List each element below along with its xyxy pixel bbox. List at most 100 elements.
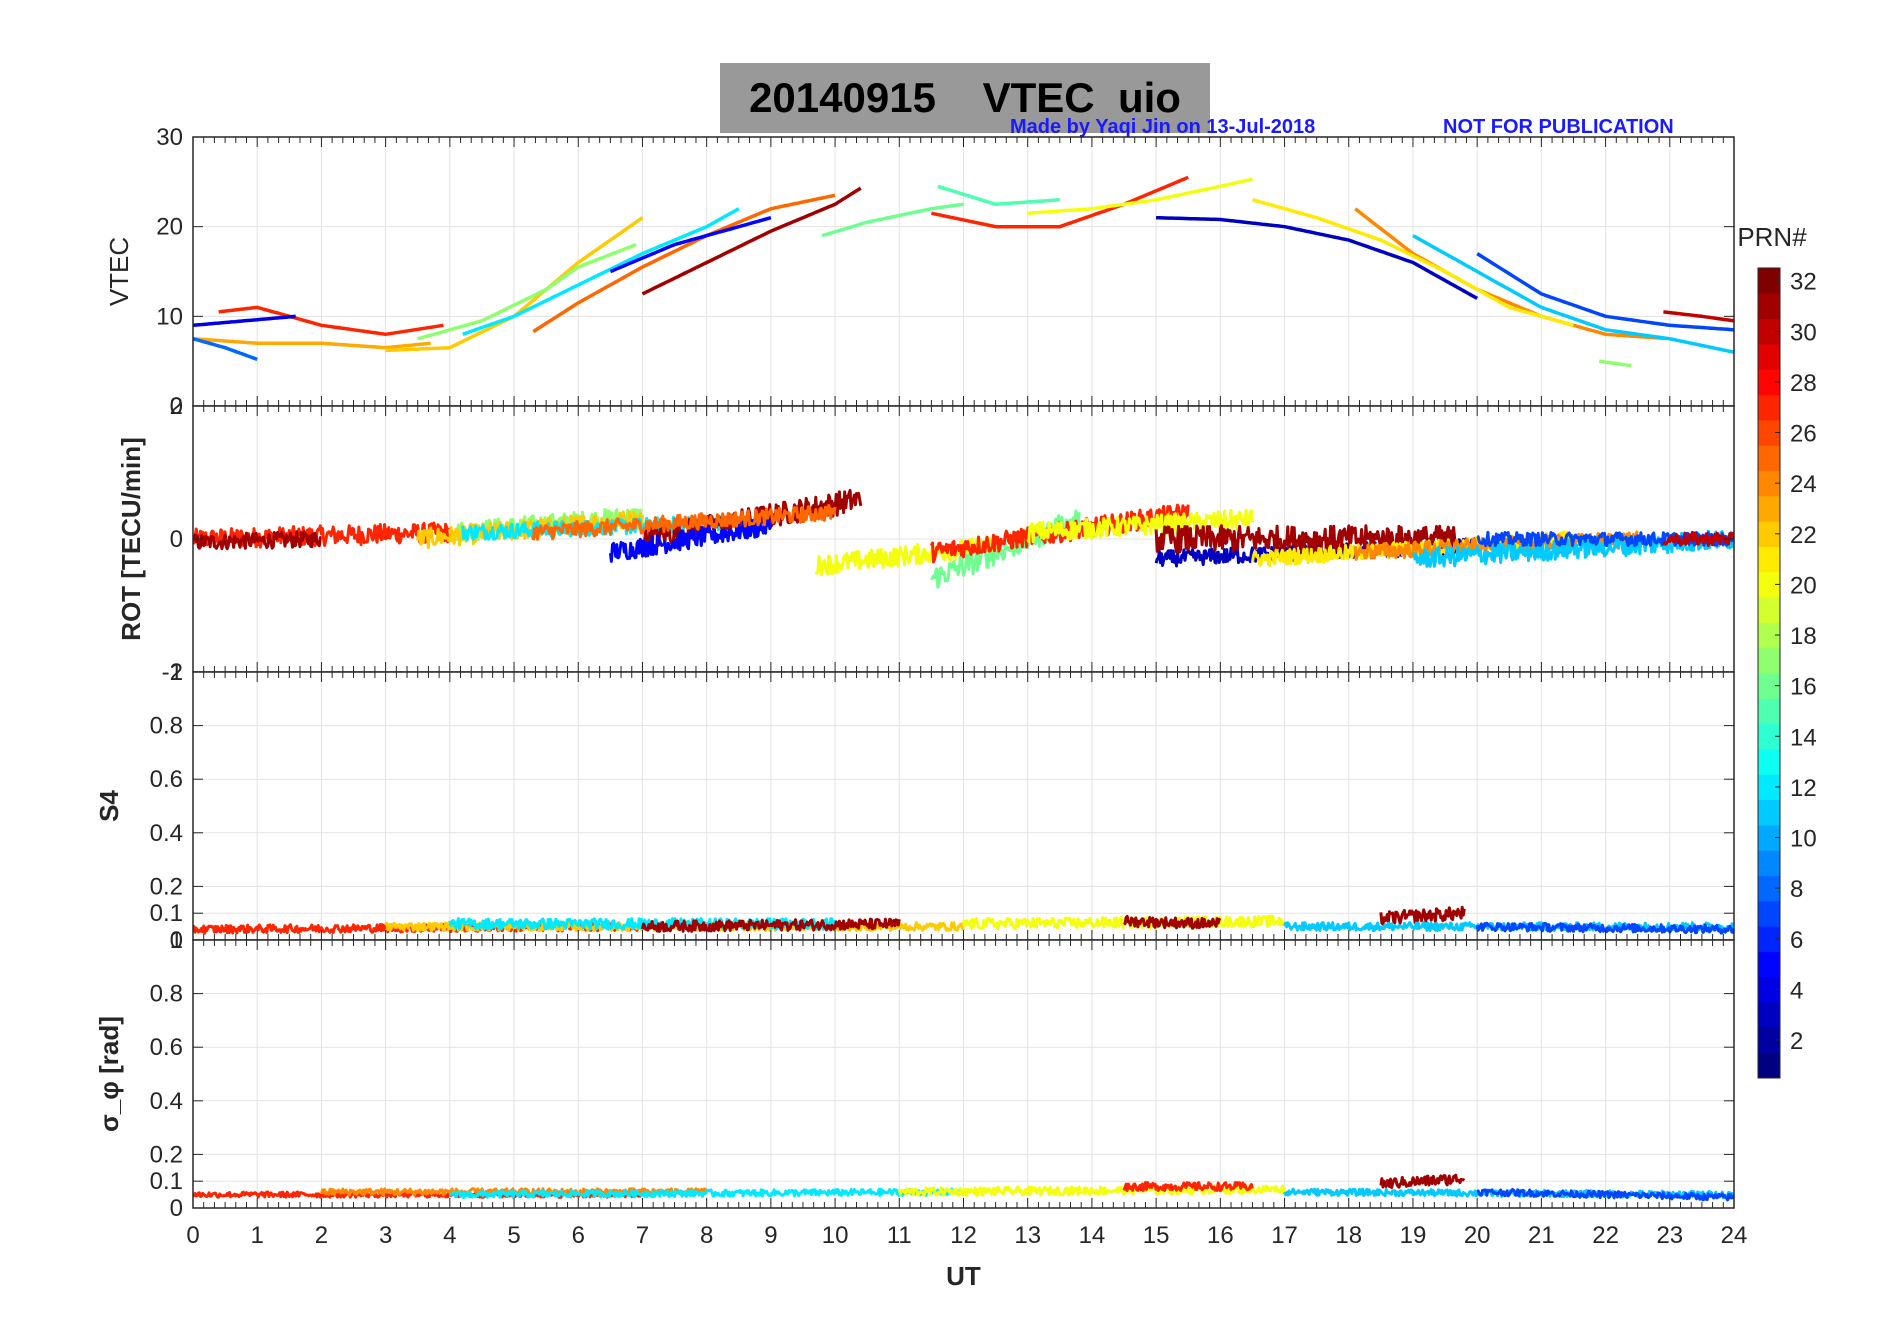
y-axis-label-sigma_phi: σ_φ [rad] bbox=[94, 1016, 124, 1132]
y-tick-label: 0.8 bbox=[150, 981, 183, 1008]
y-tick-label: 0.4 bbox=[150, 1088, 183, 1115]
colorbar-tick-label: 4 bbox=[1790, 977, 1803, 1004]
x-tick-label: 3 bbox=[379, 1222, 392, 1249]
y-tick-label: 0.1 bbox=[150, 1168, 183, 1195]
y-tick-label: 30 bbox=[156, 124, 183, 151]
series-line-prn-31 bbox=[1379, 905, 1466, 926]
x-tick-label: 23 bbox=[1656, 1222, 1683, 1249]
series-group bbox=[193, 175, 1734, 368]
x-tick-label: 16 bbox=[1207, 1222, 1234, 1249]
x-tick-label: 14 bbox=[1079, 1222, 1106, 1249]
series-line-prn-25 bbox=[532, 193, 836, 334]
colorbar-tick-label: 2 bbox=[1790, 1028, 1803, 1055]
colorbar-segment bbox=[1758, 774, 1780, 801]
x-tick-label: 13 bbox=[1014, 1222, 1041, 1249]
x-tick-label: 11 bbox=[887, 1222, 912, 1249]
colorbar-segment bbox=[1758, 318, 1780, 345]
panel-sigma_phi: 00.10.20.40.60.81σ_φ [rad] bbox=[94, 927, 1735, 1222]
series-line-prn-23 bbox=[193, 337, 431, 350]
colorbar-segment bbox=[1758, 470, 1780, 497]
y-tick-label: 1 bbox=[170, 927, 183, 954]
colorbar-segment bbox=[1758, 419, 1780, 446]
colorbar-segment bbox=[1758, 546, 1780, 573]
y-tick-label: -2 bbox=[162, 659, 183, 686]
series-line-prn-27 bbox=[218, 305, 444, 337]
x-axis-label: UT bbox=[946, 1261, 981, 1291]
x-tick-label: 5 bbox=[507, 1222, 520, 1249]
colorbar-segment bbox=[1758, 597, 1780, 623]
series-line-prn-7 bbox=[1475, 921, 1734, 935]
series-line-prn-15 bbox=[937, 184, 1060, 207]
colorbar-segment bbox=[1758, 1052, 1780, 1079]
made-by-note: Made by Yaqi Jin on 13-Jul-2018 bbox=[1010, 116, 1316, 138]
x-tick-label: 24 bbox=[1721, 1222, 1748, 1249]
x-tick-label: 12 bbox=[950, 1222, 977, 1249]
colorbar-segment bbox=[1758, 622, 1780, 649]
colorbar-segment bbox=[1758, 647, 1780, 674]
x-tick-label: 9 bbox=[764, 1222, 777, 1249]
series-line-prn-5 bbox=[609, 216, 772, 274]
panel-vtec: 10 20 30 0 VTEC bbox=[104, 124, 1735, 420]
series-line-prn-25 bbox=[531, 503, 837, 541]
colorbar-segment bbox=[1758, 445, 1780, 471]
chart-title: 20140915 VTEC uio bbox=[749, 74, 1181, 121]
colorbar-segment bbox=[1758, 369, 1780, 396]
x-tick-label: 22 bbox=[1592, 1222, 1619, 1249]
series-line-prn-17 bbox=[417, 242, 637, 341]
colorbar-segment bbox=[1758, 698, 1780, 725]
colorbar-segment bbox=[1758, 900, 1780, 927]
colorbar-segment bbox=[1758, 673, 1780, 699]
colorbar-segment bbox=[1758, 951, 1780, 978]
colorbar-tick-label: 10 bbox=[1790, 826, 1817, 853]
colorbar-tick-label: 18 bbox=[1790, 623, 1817, 650]
x-tick-label: 4 bbox=[443, 1222, 456, 1249]
colorbar-tick-label: 28 bbox=[1790, 370, 1817, 397]
series-line-prn-20 bbox=[1027, 177, 1253, 215]
series-line-prn-3 bbox=[1156, 215, 1479, 300]
colorbar-segment bbox=[1758, 571, 1780, 598]
colorbar-segment bbox=[1758, 976, 1780, 1003]
series-line-prn-20 bbox=[962, 914, 1285, 931]
y-tick-label: 0.1 bbox=[150, 900, 183, 927]
colorbar-tick-label: 14 bbox=[1790, 724, 1817, 751]
series-line-prn-12 bbox=[462, 207, 740, 336]
x-tick-label: 10 bbox=[822, 1222, 849, 1249]
panel-s4: 00.10.2 0.4 0.6 0.8 1 S4 bbox=[94, 659, 1735, 954]
series-line-prn-27 bbox=[931, 175, 1189, 229]
series-group bbox=[193, 905, 1734, 935]
series-line-prn-4 bbox=[193, 314, 296, 328]
x-tick-label: 6 bbox=[572, 1222, 585, 1249]
series-line-prn-8 bbox=[193, 337, 258, 362]
colorbar-segment bbox=[1758, 875, 1780, 902]
colorbar-tick-label: 6 bbox=[1790, 927, 1803, 954]
colorbar-segment bbox=[1758, 495, 1780, 522]
series-line-prn-31 bbox=[1379, 1173, 1466, 1190]
series-line-prn-17 bbox=[1598, 359, 1632, 368]
x-tick-label: 18 bbox=[1335, 1222, 1362, 1249]
y-tick-label: 10 bbox=[156, 303, 183, 330]
colorbar-segment bbox=[1758, 799, 1780, 826]
colorbar-segment bbox=[1758, 926, 1780, 952]
colorbar-frame bbox=[1757, 267, 1781, 1079]
colorbar-segment bbox=[1758, 293, 1780, 320]
colorbar-segment bbox=[1758, 521, 1780, 547]
colorbar-segment bbox=[1758, 394, 1780, 421]
series-line-prn-24 bbox=[1354, 207, 1670, 341]
y-tick-label: 0.2 bbox=[150, 1141, 183, 1168]
series-line-prn-31 bbox=[641, 917, 901, 933]
series-line-prn-11 bbox=[1412, 234, 1734, 354]
x-tick-label: 7 bbox=[636, 1222, 649, 1249]
colorbar-tick-label: 26 bbox=[1790, 421, 1817, 448]
colorbar-tick-label: 24 bbox=[1790, 471, 1817, 498]
y-tick-label: 0 bbox=[170, 526, 183, 553]
series-line-prn-12 bbox=[448, 1187, 965, 1200]
x-tick-label: 8 bbox=[700, 1222, 713, 1249]
series-group bbox=[193, 488, 1734, 589]
series-group bbox=[193, 1173, 1734, 1202]
x-tick-label: 15 bbox=[1143, 1222, 1170, 1249]
colorbar-segment bbox=[1758, 1002, 1780, 1028]
y-tick-label-bottom: 0 bbox=[170, 393, 183, 420]
colorbar-title: PRN# bbox=[1737, 222, 1807, 252]
